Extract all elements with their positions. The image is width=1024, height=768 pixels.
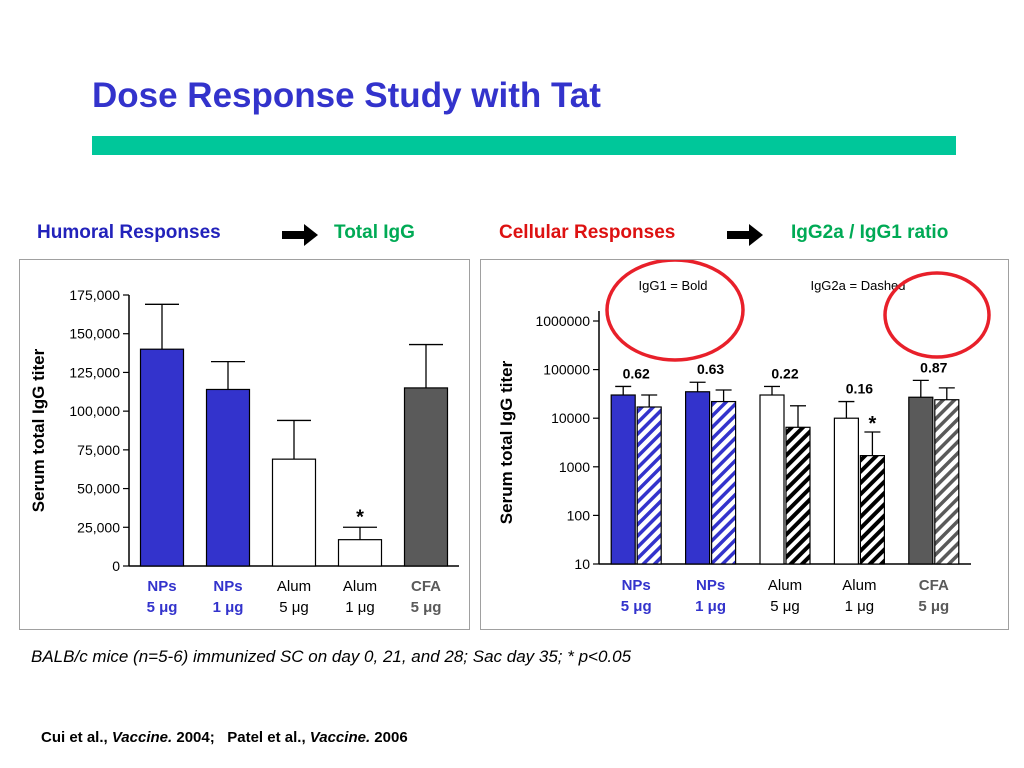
x-tick-label: 5 μg xyxy=(621,598,652,615)
x-tick-label: 5 μg xyxy=(147,599,178,616)
bar xyxy=(403,387,449,567)
right-arrow-icon xyxy=(727,224,763,246)
cellular-chart-panel: 10 100 1000 10000 100000 1000000 Serum total I… xyxy=(480,259,1009,630)
citation-journal-1: Vaccine. xyxy=(111,729,173,746)
x-tick-label: Alum xyxy=(277,578,311,595)
x-tick-label: NPs xyxy=(696,577,725,594)
bar xyxy=(205,388,251,567)
bar-igg1 xyxy=(833,417,859,565)
x-tick-label: Alum xyxy=(842,577,876,594)
study-footnote: BALB/c mice (n=5-6) immunized SC on day … xyxy=(31,647,632,666)
y-tick-label: 100,000 xyxy=(69,403,120,419)
x-tick-label: 1 μg xyxy=(845,598,875,615)
bar-igg2a xyxy=(711,400,737,565)
y-axis-label: Serum total IgG titer xyxy=(497,360,516,524)
citation-journal-2: Vaccine. xyxy=(309,729,371,746)
bar-igg1 xyxy=(685,391,711,565)
x-tick-label: 1 μg xyxy=(695,598,726,615)
bar-igg2a xyxy=(859,455,885,565)
ratio-label: 0.62 xyxy=(623,365,650,381)
cellular-responses-label: Cellular Responses xyxy=(499,222,676,243)
y-tick-label: 75,000 xyxy=(77,442,120,458)
citation-author-2: Patel et al., xyxy=(227,729,306,746)
y-tick-label: 50,000 xyxy=(77,481,120,497)
citation-year-1: 2004; xyxy=(176,729,215,746)
x-tick-label: 1 μg xyxy=(345,599,375,616)
title-underline-bar xyxy=(92,136,956,155)
slide-title: Dose Response Study with Tat xyxy=(92,76,601,115)
highlight-circle-nps xyxy=(605,260,745,362)
humoral-responses-label: Humoral Responses xyxy=(37,222,221,243)
y-tick-label: 1000 xyxy=(559,459,590,475)
y-tick-label: 1000000 xyxy=(535,313,590,329)
total-igg-label: Total IgG xyxy=(334,222,415,243)
bar-igg1 xyxy=(908,396,934,565)
citation: Cui et al., Vaccine. 2004; Patel et al.,… xyxy=(41,729,408,746)
x-tick-label: Alum xyxy=(768,577,802,594)
bar xyxy=(139,348,185,567)
bar xyxy=(337,539,383,567)
x-tick-label: 5 μg xyxy=(279,599,309,616)
y-tick-label: 150,000 xyxy=(69,326,120,342)
y-tick-label: 100000 xyxy=(543,362,590,378)
right-arrow-icon xyxy=(282,224,318,246)
igg-ratio-chart: 10 100 1000 10000 100000 1000000 Serum total I… xyxy=(497,260,991,615)
legend-solid-label: IgG1 = Bold xyxy=(638,278,707,293)
significance-marker: * xyxy=(869,413,877,435)
x-tick-label: 5 μg xyxy=(411,599,442,616)
y-tick-label: 25,000 xyxy=(77,519,120,535)
y-axis-label: Serum total IgG titer xyxy=(29,348,48,512)
y-tick-label: 10 xyxy=(574,556,590,572)
x-tick-label: Alum xyxy=(343,578,377,595)
x-tick-label: NPs xyxy=(147,578,176,595)
y-tick-label: 0 xyxy=(112,558,120,574)
x-tick-label: 5 μg xyxy=(770,598,800,615)
igg2a-igg1-ratio-label: IgG2a / IgG1 ratio xyxy=(791,222,949,243)
x-tick-label: NPs xyxy=(622,577,651,594)
total-igg-chart: 0 25,000 50,000 75,000 100,000 125,000 150,000… xyxy=(29,287,459,616)
ratio-label: 0.16 xyxy=(846,381,873,397)
bar-igg2a xyxy=(934,399,960,565)
y-tick-label: 175,000 xyxy=(69,287,120,303)
x-tick-label: CFA xyxy=(411,578,441,595)
y-tick-label: 100 xyxy=(567,507,591,523)
ratio-label: 0.22 xyxy=(771,365,798,381)
bar-igg1 xyxy=(759,394,785,565)
bar-igg2a xyxy=(636,406,662,565)
x-tick-label: 1 μg xyxy=(213,599,244,616)
x-tick-label: CFA xyxy=(919,577,949,594)
highlight-circle-cfa xyxy=(883,271,991,359)
bar xyxy=(271,458,317,567)
y-tick-label: 10000 xyxy=(551,410,590,426)
citation-author-1: Cui et al., xyxy=(41,729,108,746)
bar-igg2a xyxy=(785,426,811,565)
x-tick-label: 5 μg xyxy=(918,598,949,615)
ratio-label: 0.63 xyxy=(697,361,724,377)
significance-marker: * xyxy=(356,506,364,528)
legend-dashed-label: IgG2a = Dashed xyxy=(810,278,905,293)
bar-igg1 xyxy=(610,394,636,565)
ratio-label: 0.87 xyxy=(920,359,947,375)
citation-year-2: 2006 xyxy=(374,729,408,746)
x-tick-label: NPs xyxy=(213,578,242,595)
humoral-chart-panel: 0 25,000 50,000 75,000 100,000 125,000 150,000… xyxy=(19,259,470,630)
y-tick-label: 125,000 xyxy=(69,364,120,380)
